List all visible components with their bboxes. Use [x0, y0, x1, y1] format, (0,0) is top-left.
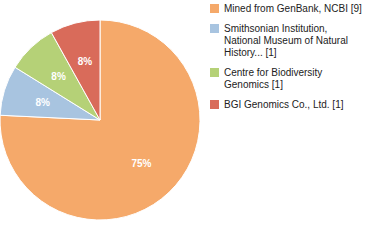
legend-swatch — [210, 68, 219, 77]
legend-entry: Centre for BiodiversityGenomics [1] — [224, 67, 322, 90]
data-label: 75% — [131, 158, 151, 169]
legend-entry: Smithsonian Institution,National Museum … — [224, 23, 348, 58]
legend-swatch — [210, 100, 219, 109]
pie-chart: 75% 8% 8% 8% Mined from GenBank, NCBI [9] Smi… — [0, 0, 380, 240]
slices — [0, 20, 200, 220]
chart-container: 75% 8% 8% 8% Mined from GenBank, NCBI [9] Smi… — [0, 0, 380, 240]
legend-entry: BGI Genomics Co., Ltd. [1] — [224, 99, 344, 110]
legend-swatch — [210, 4, 219, 13]
data-label: 8% — [51, 71, 66, 82]
pie-slice — [0, 20, 200, 220]
legend: Mined from GenBank, NCBI [9] Smithsonian … — [210, 3, 362, 110]
legend-swatch — [210, 24, 219, 33]
slice-labels: 75% 8% 8% 8% — [35, 56, 151, 169]
data-label: 8% — [78, 56, 93, 67]
data-label: 8% — [35, 97, 50, 108]
pie-slice — [51, 20, 100, 120]
legend-entry: Mined from GenBank, NCBI [9] — [224, 3, 362, 14]
